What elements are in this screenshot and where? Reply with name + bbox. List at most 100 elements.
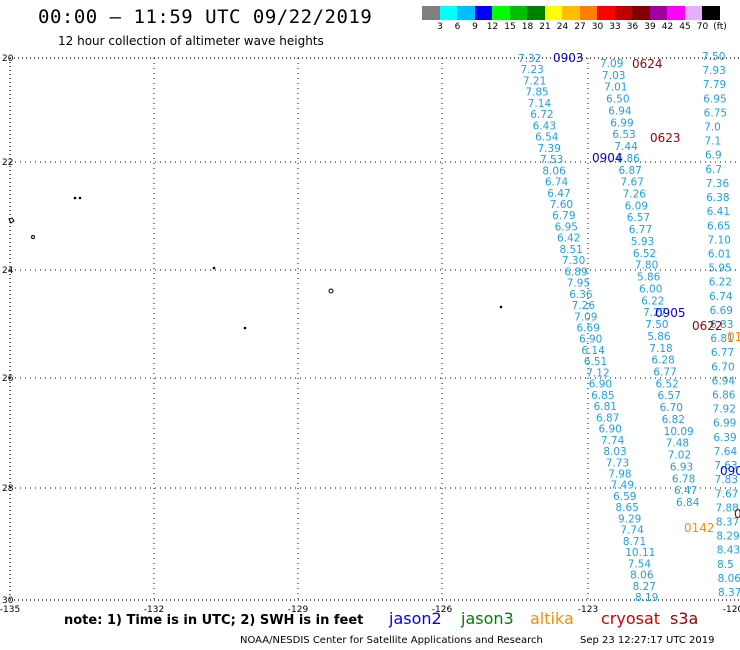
time-label: 0904: [592, 151, 623, 165]
colorbar-swatch: [544, 6, 562, 20]
swh-value: 7.83: [715, 474, 738, 486]
colorbar-label: 24: [556, 22, 569, 32]
swh-value: 8.65: [616, 502, 639, 514]
swh-value: 7.93: [702, 65, 725, 77]
time-label: 0142: [684, 521, 715, 535]
swh-value: 6.28: [651, 355, 674, 367]
swh-value: 7.60: [550, 199, 573, 211]
swh-value: 7.39: [538, 143, 561, 155]
swh-value: 8.37: [716, 516, 739, 528]
swh-value: 5.86: [647, 331, 671, 343]
swh-value: 6.86: [712, 390, 736, 402]
swh-value: 7.44: [614, 141, 638, 153]
colorbar-labels: 3 6 9 12 15 18 21 24 27 30 33 36 39 42 45 70 (ft): [422, 22, 740, 34]
colorbar-label: 12: [486, 22, 499, 32]
swh-value: 7.67: [715, 488, 738, 500]
swh-value: 7.32: [518, 53, 541, 65]
swh-value: 7.85: [525, 87, 548, 99]
swh-value: 6.94: [712, 375, 736, 387]
colorbar-swatch: [667, 6, 685, 20]
swh-value: 7.98: [608, 468, 631, 480]
lon-label: -129: [288, 605, 309, 615]
map-title: 00:00 – 11:59 UTC 09/22/2019: [38, 6, 373, 28]
colorbar-swatch: [562, 6, 580, 20]
lon-label: -120: [723, 605, 740, 615]
colorbar-label: 36: [626, 22, 639, 32]
colorbar-swatch: [684, 6, 702, 20]
swh-value: 6.77: [711, 347, 734, 359]
island: [8, 217, 15, 224]
colorbar-label: (ft): [713, 22, 727, 32]
island: [243, 326, 247, 330]
swh-value: 6.57: [627, 212, 650, 224]
swh-value: 6.53: [612, 129, 635, 141]
time-label: 0622: [692, 319, 723, 333]
swh-value: 6.86: [616, 153, 640, 165]
swh-value: 6.72: [530, 109, 553, 121]
swh-value: 6.65: [707, 220, 730, 232]
island: [328, 288, 334, 294]
swh-value: 6.09: [625, 200, 648, 212]
colorbar-swatch: [702, 6, 720, 20]
colorbar-swatch: [649, 6, 667, 20]
swh-value: 7.02: [668, 450, 691, 462]
time-label: 0: [734, 507, 740, 521]
swh-value: 7.88: [715, 502, 738, 514]
swh-value: 6.77: [653, 366, 676, 378]
swh-value: 8.27: [633, 581, 656, 593]
note-text: note: 1) Time is in UTC; 2) SWH is in fe…: [64, 613, 364, 628]
swh-value: 7.09: [574, 311, 597, 323]
swh-value: 6.75: [704, 107, 727, 119]
swh-value: 6.90: [598, 424, 621, 436]
swh-value: 7.49: [611, 480, 634, 492]
swh-value: 6.69: [577, 323, 600, 335]
swh-value: 7.09: [600, 58, 623, 70]
island: [78, 196, 82, 200]
swh-value: 8.29: [716, 531, 739, 543]
colorbar-label: 18: [521, 22, 534, 32]
swh-value: 7.53: [540, 154, 563, 166]
swh-value: 7.0: [704, 122, 721, 134]
mission-s3a: s3a: [670, 609, 699, 628]
swh-value: 6.7: [705, 164, 722, 176]
swh-value: 6.78: [672, 473, 695, 485]
swh-value: 6.69: [710, 305, 733, 317]
island: [31, 235, 35, 239]
swh-value: 6.43: [533, 120, 556, 132]
colorbar-swatch: [457, 6, 475, 20]
swh-value: 7.80: [635, 260, 658, 272]
swh-value: 7.74: [601, 435, 625, 447]
colorbar-swatch: [632, 6, 650, 20]
swh-value: 5.93: [631, 236, 654, 248]
colorbar-swatch: [422, 6, 440, 20]
swh-value: 6.51: [584, 356, 607, 368]
swh-value: 7.10: [707, 234, 730, 246]
swh-value: 7.54: [628, 558, 652, 570]
swh-value: 10.09: [664, 426, 694, 438]
swh-value: 8.06: [630, 570, 654, 582]
lon-label: -123: [578, 605, 598, 615]
colorbar-label: 30: [591, 22, 604, 32]
swh-value: 6.83: [710, 319, 733, 331]
lon-label: -132: [144, 605, 164, 615]
swh-value: 6.94: [608, 105, 632, 117]
swh-value: 5.86: [637, 272, 661, 284]
colorbar-swatch: [597, 6, 615, 20]
time-label: 01: [727, 330, 740, 344]
colorbar-label: 45: [679, 22, 691, 32]
swh-value: 6.74: [709, 291, 733, 303]
swh-value: 6.82: [662, 414, 685, 426]
swh-value: 6.42: [557, 233, 580, 245]
islands: [8, 196, 503, 330]
colorbar-label: 21: [539, 22, 551, 32]
island: [212, 266, 216, 270]
swh-value: 6.59: [613, 491, 636, 503]
colorbar-label: 33: [609, 22, 621, 32]
swh-value: 6.85: [591, 390, 614, 402]
colorbar-label: 27: [574, 22, 586, 32]
swh-value: 6.87: [596, 412, 619, 424]
lat-label: 20: [2, 54, 14, 64]
swh-value: 7.74: [620, 525, 644, 537]
swh-value: 6.01: [708, 248, 731, 260]
swh-value: 7.50: [702, 51, 725, 63]
